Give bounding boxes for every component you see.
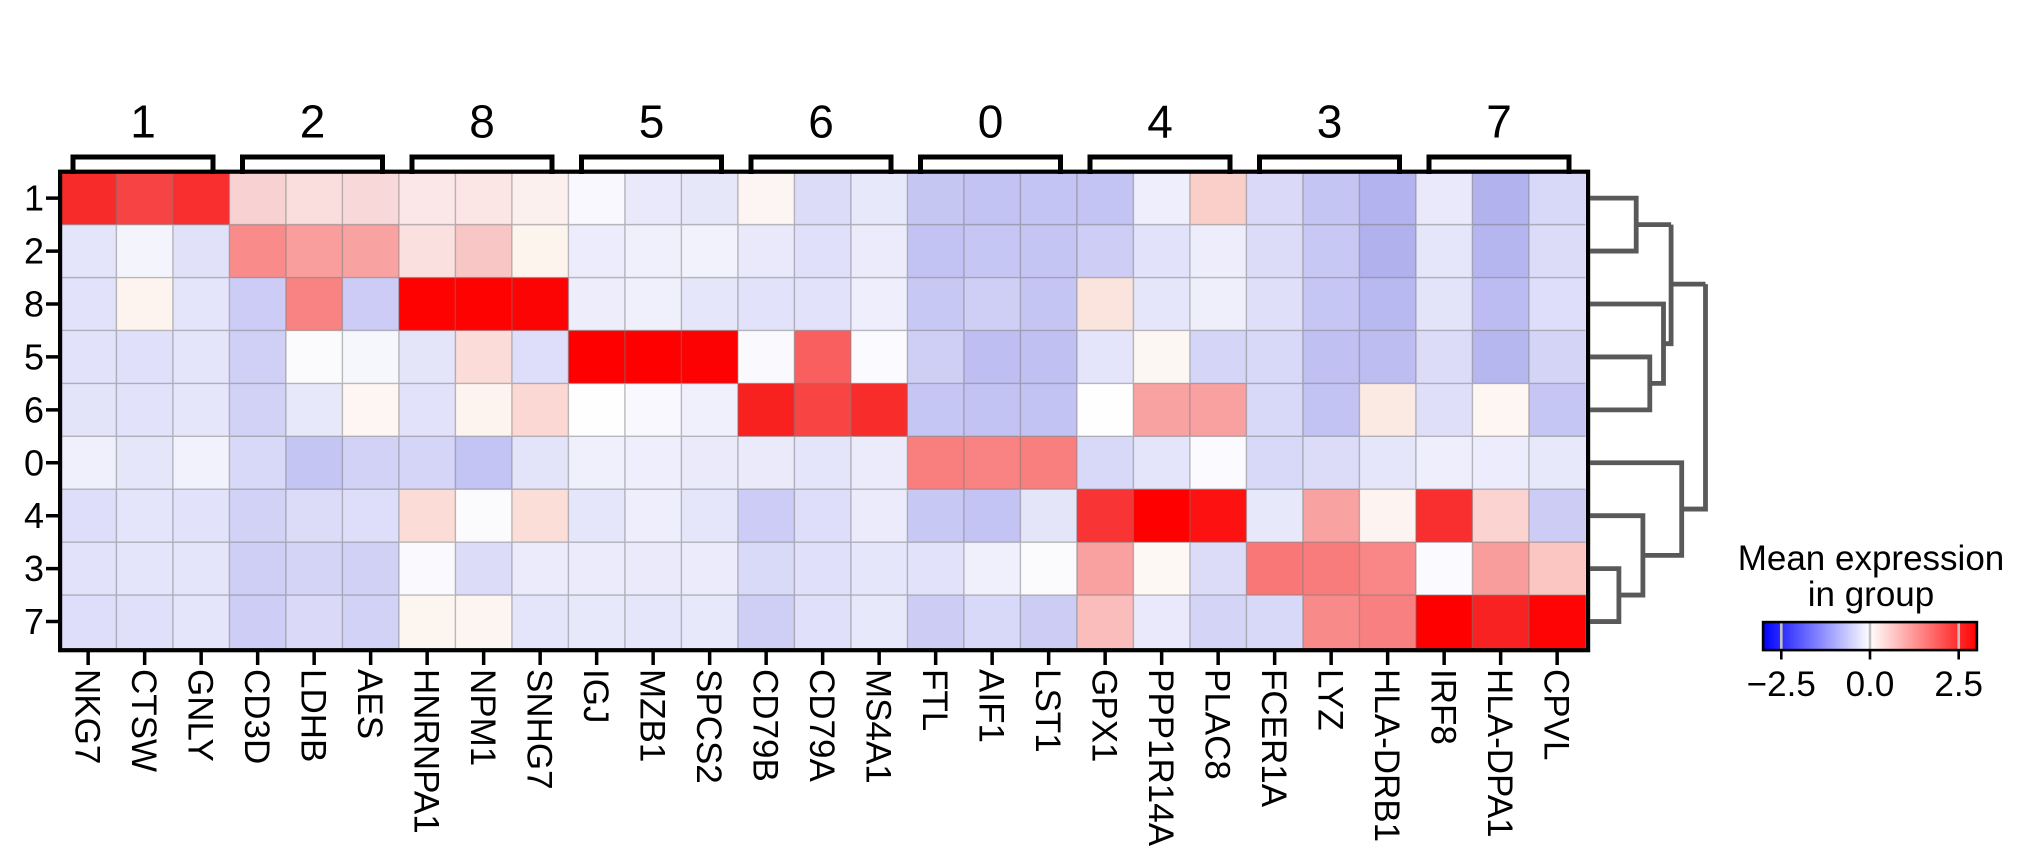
svg-text:2: 2 — [24, 231, 44, 272]
svg-text:CD79A: CD79A — [802, 669, 841, 782]
svg-text:CPVL: CPVL — [1537, 669, 1576, 760]
svg-text:8: 8 — [469, 96, 495, 148]
svg-text:6: 6 — [24, 389, 44, 430]
svg-text:AES: AES — [350, 669, 389, 739]
svg-text:2: 2 — [300, 96, 326, 148]
svg-text:CD3D: CD3D — [237, 669, 276, 764]
svg-text:6: 6 — [808, 96, 834, 148]
svg-text:PLAC8: PLAC8 — [1198, 669, 1237, 780]
svg-text:3: 3 — [24, 548, 44, 589]
svg-text:SPCS2: SPCS2 — [689, 669, 728, 784]
svg-text:2.5: 2.5 — [1934, 665, 1983, 704]
svg-text:Mean expression: Mean expression — [1738, 539, 2005, 578]
svg-text:HLA-DRB1: HLA-DRB1 — [1367, 669, 1406, 842]
svg-text:−2.5: −2.5 — [1747, 665, 1816, 704]
svg-text:FCER1A: FCER1A — [1254, 669, 1293, 808]
svg-text:CTSW: CTSW — [124, 669, 163, 772]
svg-text:NKG7: NKG7 — [68, 669, 107, 764]
svg-text:PPP1R14A: PPP1R14A — [1141, 669, 1180, 847]
svg-text:5: 5 — [24, 336, 44, 377]
svg-text:MS4A1: MS4A1 — [859, 669, 898, 784]
svg-text:0: 0 — [978, 96, 1004, 148]
svg-text:0.0: 0.0 — [1846, 665, 1895, 704]
svg-text:LYZ: LYZ — [1311, 669, 1350, 731]
svg-text:7: 7 — [1486, 96, 1512, 148]
svg-text:GNLY: GNLY — [181, 669, 220, 762]
svg-text:AIF1: AIF1 — [972, 669, 1011, 743]
svg-text:5: 5 — [639, 96, 665, 148]
svg-text:LST1: LST1 — [1028, 669, 1067, 753]
svg-text:SNHG7: SNHG7 — [520, 669, 559, 790]
svg-text:IGJ: IGJ — [576, 669, 615, 723]
svg-text:IRF8: IRF8 — [1424, 669, 1463, 745]
svg-text:1: 1 — [24, 178, 44, 219]
svg-text:LDHB: LDHB — [294, 669, 333, 762]
svg-text:HNRNPA1: HNRNPA1 — [407, 669, 446, 834]
svg-text:0: 0 — [24, 442, 44, 483]
svg-text:MZB1: MZB1 — [633, 669, 672, 762]
svg-text:in group: in group — [1808, 575, 1934, 614]
svg-text:7: 7 — [24, 601, 44, 642]
svg-text:FTL: FTL — [915, 669, 954, 731]
svg-text:HLA-DPA1: HLA-DPA1 — [1480, 669, 1519, 838]
svg-text:4: 4 — [24, 495, 44, 536]
svg-text:CD79B: CD79B — [746, 669, 785, 782]
svg-text:3: 3 — [1317, 96, 1343, 148]
svg-text:8: 8 — [24, 284, 44, 325]
svg-text:GPX1: GPX1 — [1085, 669, 1124, 762]
svg-text:1: 1 — [130, 96, 156, 148]
svg-text:4: 4 — [1147, 96, 1173, 148]
svg-text:NPM1: NPM1 — [463, 669, 502, 766]
